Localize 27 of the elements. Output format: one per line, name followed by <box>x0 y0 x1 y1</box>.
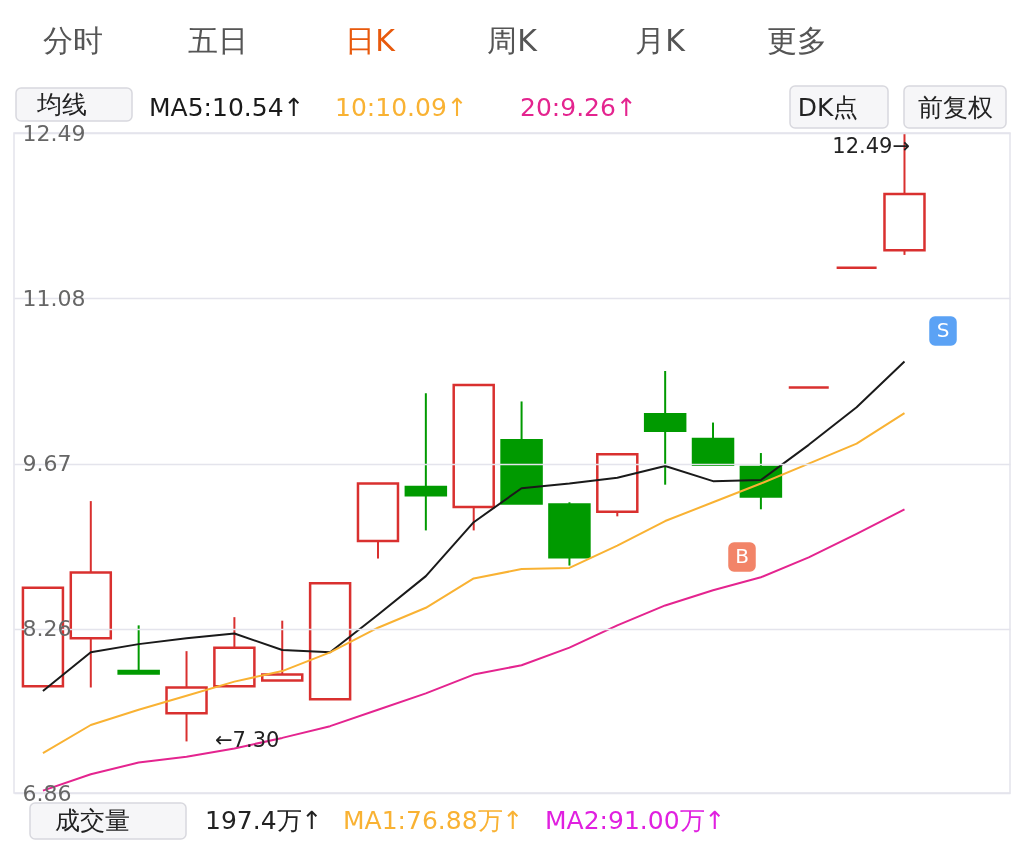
annotation: B <box>735 544 749 568</box>
text: 五日 <box>188 23 248 58</box>
text: 日K <box>345 23 397 58</box>
y-tick-label: 9.67 <box>22 451 72 477</box>
text: MA1:76.88万↑ <box>343 806 524 835</box>
text: S <box>936 318 950 342</box>
text: 月K <box>635 23 687 58</box>
text: 分时 <box>43 23 103 58</box>
text: 周K <box>487 23 539 58</box>
text: MA2:91.00万↑ <box>545 806 726 835</box>
text: 均线 <box>36 90 87 119</box>
text: 成交量 <box>54 806 130 835</box>
candlestick <box>117 624 160 675</box>
y-tick-label: 12.49 <box>22 120 86 146</box>
candlestick <box>643 369 687 486</box>
y-tick-label: 6.86 <box>22 780 72 806</box>
text: 前复权 <box>917 93 993 122</box>
candlestick <box>261 619 304 682</box>
candlestick <box>404 392 448 532</box>
text: 更多 <box>767 23 827 58</box>
text: 197.4万↑ <box>205 806 323 835</box>
text: 20:9.26↑ <box>520 93 637 122</box>
text: DK点 <box>797 93 859 122</box>
y-tick-label: 11.08 <box>22 285 86 311</box>
annotation: ←7.30 <box>215 728 280 752</box>
text: 10:10.09↑ <box>335 93 468 122</box>
text: MA5:10.54↑ <box>149 93 305 122</box>
